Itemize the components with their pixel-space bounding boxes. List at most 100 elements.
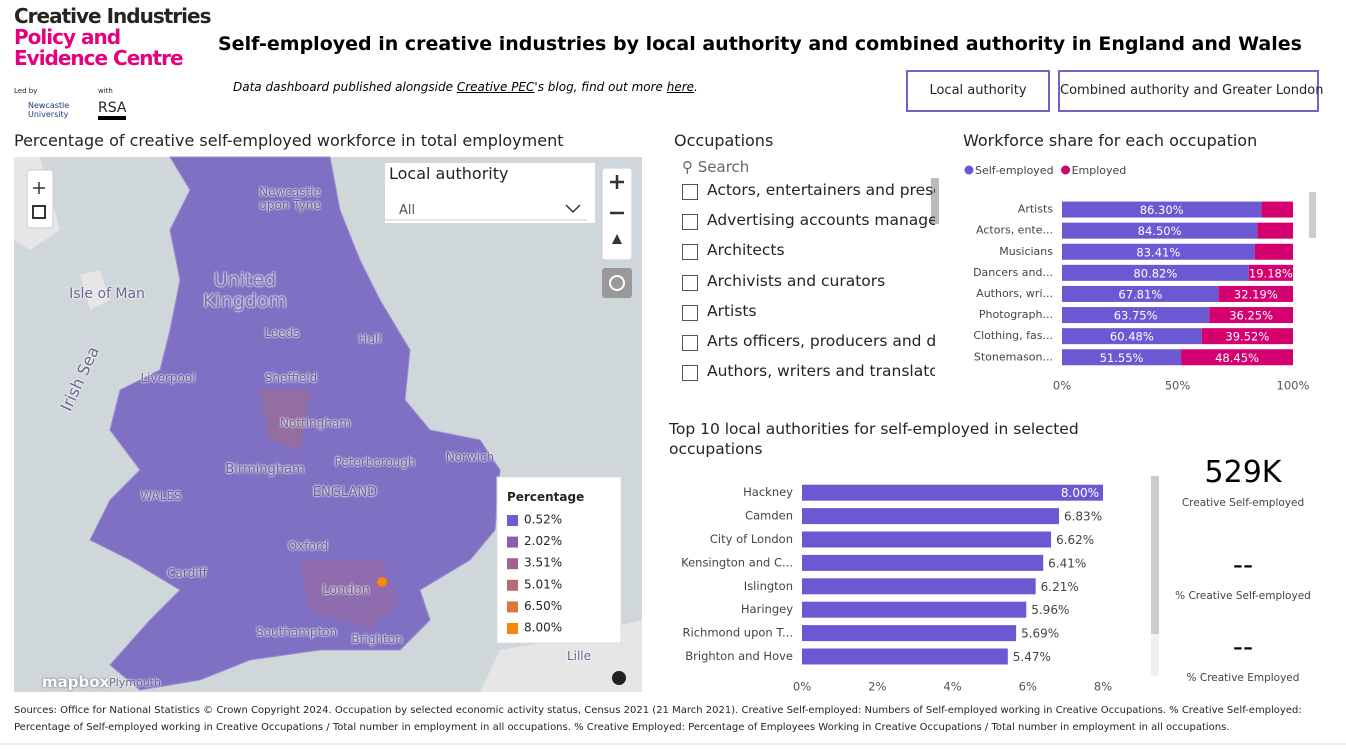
x-tick-label: 2% — [868, 680, 886, 694]
map-label: Birmingham — [225, 462, 305, 477]
dropdown-icon[interactable] — [565, 204, 581, 214]
legend-label: 5.01% — [524, 577, 562, 591]
checkbox[interactable] — [682, 244, 698, 261]
data-label: 19.18% — [1249, 266, 1293, 280]
y-tick-label: Brighton and Hove — [685, 649, 793, 663]
link[interactable]: here — [666, 80, 695, 94]
logo: Creative Industries Policy and Evidence … — [14, 6, 211, 70]
bar[interactable] — [802, 578, 1036, 595]
bar[interactable] — [802, 508, 1059, 525]
bar[interactable] — [1062, 264, 1249, 281]
legend-swatch — [507, 579, 518, 591]
bar[interactable] — [802, 625, 1017, 642]
checkbox[interactable] — [682, 274, 698, 291]
checkbox[interactable] — [682, 184, 698, 200]
bar[interactable] — [1062, 243, 1255, 260]
legend-label: 6.50% — [524, 599, 562, 613]
data-label: 5.69% — [1021, 627, 1059, 641]
button[interactable]: Local authority — [906, 70, 1050, 112]
legend-label: Self-employed — [975, 164, 1054, 177]
link[interactable]: Creative PEC — [456, 80, 535, 94]
bar[interactable] — [1062, 222, 1258, 239]
page-title: Self-employed in creative industries by … — [218, 33, 1302, 55]
y-tick-label: Islington — [744, 579, 793, 593]
checkbox[interactable] — [682, 365, 698, 382]
search-placeholder: Search — [697, 158, 750, 176]
bar[interactable] — [1257, 222, 1293, 239]
filter-value[interactable]: All — [399, 203, 416, 218]
y-tick-label: Actors, ente... — [976, 224, 1053, 237]
data-label: 83.41% — [1136, 245, 1180, 259]
search-box[interactable]: ⚲ Search — [682, 158, 750, 176]
bar[interactable] — [1062, 285, 1219, 302]
bar[interactable] — [1062, 307, 1210, 324]
button[interactable]: Combined authority and Greater London — [1058, 70, 1323, 112]
map-label: Oxford — [287, 539, 329, 553]
occupation-item[interactable]: Architects — [707, 241, 785, 260]
map-controls[interactable] — [26, 167, 633, 685]
scrollbar[interactable] — [1151, 476, 1159, 634]
bar[interactable] — [802, 531, 1052, 548]
bar[interactable] — [1209, 307, 1293, 324]
occupation-item[interactable]: Archivists and curators — [707, 271, 886, 290]
text: 's blog, find out more — [534, 80, 667, 94]
data-label: 6.21% — [1041, 580, 1079, 594]
occupation-item[interactable]: Advertising accounts manage... — [707, 211, 935, 230]
scrollbar[interactable] — [931, 178, 939, 224]
bar[interactable] — [1218, 285, 1293, 302]
bar[interactable] — [1181, 349, 1293, 366]
legend-swatch — [507, 515, 518, 526]
legend-swatch — [507, 558, 518, 570]
checkbox[interactable] — [682, 335, 698, 351]
y-tick-label: Haringey — [741, 602, 793, 616]
x-tick-label: 8% — [1094, 680, 1112, 694]
kpi-value: -- — [1232, 630, 1254, 663]
bar[interactable] — [802, 484, 1103, 501]
led-by-org: Newcastle University — [28, 101, 70, 119]
kpi-label: % Creative Employed — [1186, 672, 1300, 684]
legend-marker — [1061, 165, 1071, 175]
subtitle: Data dashboard published alongside Creat… — [233, 80, 698, 94]
occupation-item[interactable]: Arts officers, producers and d... — [707, 332, 935, 350]
x-tick-label: 50% — [1165, 379, 1191, 393]
legend-label: Employed — [1072, 164, 1127, 177]
scrollbar[interactable] — [1309, 192, 1316, 238]
legend-title: Percentage — [507, 490, 585, 504]
bar[interactable] — [802, 554, 1044, 571]
bar[interactable] — [802, 648, 1008, 665]
y-tick-label: Dancers and... — [973, 266, 1053, 279]
bar[interactable] — [1062, 328, 1202, 345]
bar[interactable] — [1062, 201, 1262, 218]
logo-line: Evidence Centre — [14, 46, 184, 70]
bar[interactable] — [1248, 264, 1293, 281]
text: Data dashboard published alongside — [233, 80, 457, 94]
bar[interactable] — [1201, 328, 1293, 345]
data-label: 5.96% — [1031, 603, 1069, 617]
legend-swatch — [507, 536, 518, 548]
checkbox[interactable] — [682, 304, 698, 321]
bar[interactable] — [1062, 349, 1182, 366]
kpi-label: Creative Self-employed — [1181, 497, 1305, 509]
map-label: London — [322, 583, 370, 598]
map-label: Norwich — [445, 450, 495, 464]
occupation-item[interactable]: Actors, entertainers and prese — [707, 181, 935, 199]
data-label: 39.52% — [1225, 330, 1269, 344]
checkbox[interactable] — [682, 214, 698, 231]
map-label: Peterborough — [334, 455, 416, 469]
data-label: 86.30% — [1140, 203, 1184, 217]
bar[interactable] — [1261, 201, 1293, 218]
data-label: 63.75% — [1114, 309, 1158, 323]
bar[interactable] — [1254, 243, 1293, 260]
bar[interactable] — [802, 601, 1027, 618]
y-tick-label: Kensington and C... — [681, 555, 793, 569]
map-label: ENGLAND — [312, 485, 378, 500]
x-tick-label: 4% — [943, 680, 961, 694]
occupation-item[interactable]: Artists — [707, 301, 757, 320]
y-tick-label: Stonemason... — [974, 350, 1053, 363]
led-by: Led by — [14, 87, 38, 95]
occupation-item[interactable]: Authors, writers and translators — [707, 362, 935, 381]
data-label: 67.81% — [1118, 287, 1162, 301]
legend-swatch — [507, 601, 518, 613]
